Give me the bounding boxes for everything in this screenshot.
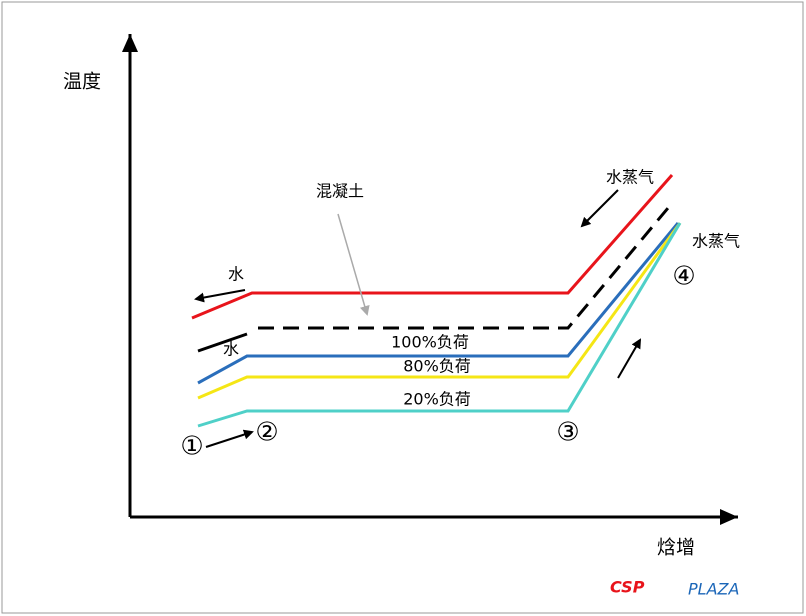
concrete-label: 混凝土 — [316, 182, 364, 201]
curve-label: 20%负荷 — [403, 390, 471, 409]
yellow-curve — [197, 222, 682, 400]
flow-arrow — [205, 429, 254, 448]
steam-arrow — [580, 189, 619, 228]
concrete-arrow — [337, 213, 370, 316]
water-arrow — [194, 289, 246, 303]
water-label: 水 — [228, 265, 244, 284]
cyan-curve — [197, 222, 682, 428]
blue-curve — [197, 222, 680, 385]
red-curve — [191, 174, 674, 320]
point-label: ① — [180, 432, 203, 462]
point-label: ④ — [672, 262, 695, 292]
water-label: 水 — [223, 340, 239, 359]
point-label: ③ — [556, 418, 579, 448]
logo-plaza: PLAZA — [688, 580, 739, 599]
x-axis-label: 焓增 — [657, 537, 695, 559]
logo-csp: CSP — [610, 578, 645, 597]
steam-label: 水蒸气 — [692, 232, 740, 251]
dashed-curve — [258, 207, 670, 330]
steam-label: 水蒸气 — [606, 168, 654, 187]
y-axis-label: 温度 — [63, 71, 101, 93]
curve-label: 80%负荷 — [403, 357, 471, 376]
black-segment — [197, 332, 248, 353]
point-label: ② — [255, 418, 278, 448]
flow-arrow — [617, 338, 642, 379]
curve-label: 100%负荷 — [391, 333, 469, 352]
